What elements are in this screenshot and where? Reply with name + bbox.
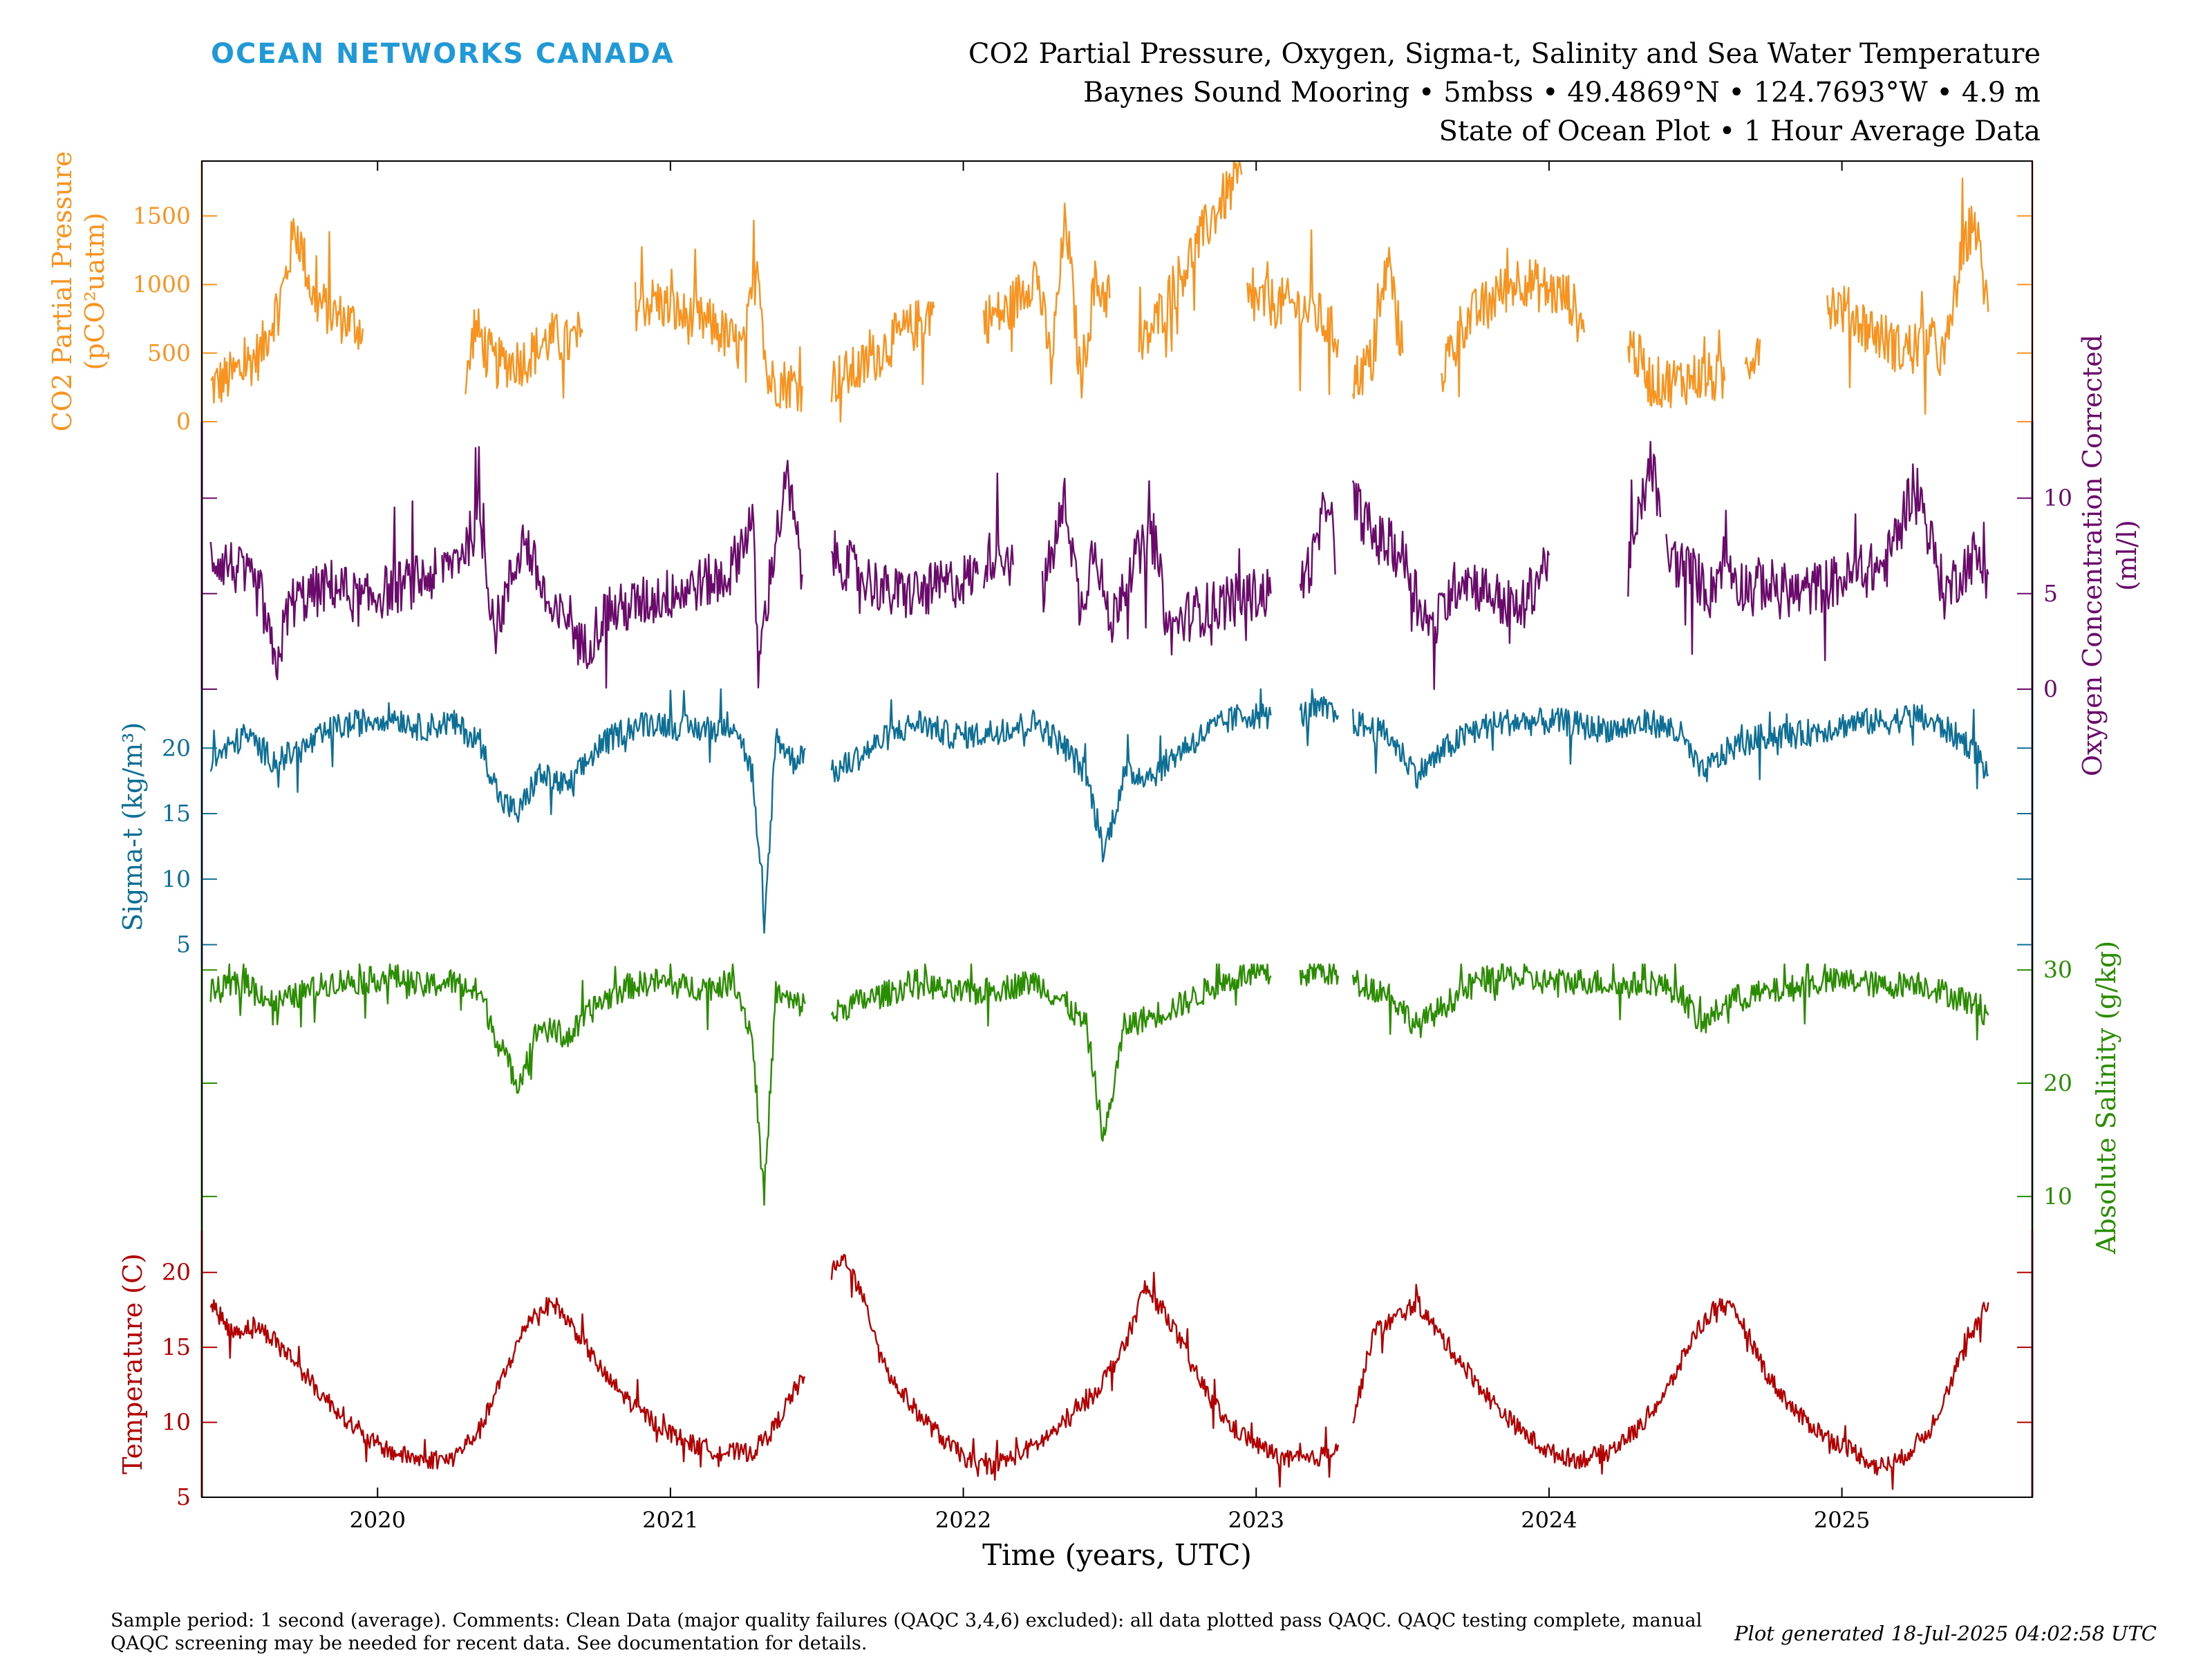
salinity-tick-label: 30 [2043, 956, 2072, 983]
footer-comment-line1: Sample period: 1 second (average). Comme… [111, 1610, 1702, 1631]
sigma-tick-label: 15 [162, 800, 191, 827]
oxygen-series-line [1041, 478, 1272, 656]
x-tick-label: 2024 [1521, 1507, 1577, 1533]
salinity-series-line [1351, 963, 1989, 1041]
co2-series-line [465, 308, 583, 399]
co2-series-line [634, 219, 803, 413]
co2-series-line [210, 218, 364, 404]
plot-generated-timestamp: Plot generated 18-Jul-2025 04:02:58 UTC [1734, 1622, 2157, 1645]
oxygen-axis-unit: (ml/l) [2112, 520, 2142, 591]
temperature-tick-label: 15 [162, 1333, 191, 1360]
co2-series-line [983, 203, 1111, 399]
temperature-series-line [830, 1253, 1340, 1488]
x-tick-label: 2020 [349, 1507, 405, 1533]
temperature-tick-label: 5 [176, 1483, 191, 1510]
temperature-axis-ticks: 5 10 15 20 [162, 1230, 2034, 1510]
salinity-series-line [830, 963, 1272, 1142]
sigma-t-axis-label: Sigma-t (kg/m³) [118, 722, 148, 931]
sigma-series-line [1351, 704, 1989, 789]
x-axis-label: Time (years, UTC) [982, 1538, 1252, 1572]
oxygen-series [209, 440, 1989, 691]
temperature-series-line [209, 1297, 805, 1470]
sigma-series-line [1299, 688, 1340, 747]
oxygen-series-line [1351, 480, 1550, 691]
oxygen-axis-ticks: 0 5 10 [200, 422, 2072, 702]
oxygen-tick-label: 10 [2043, 485, 2072, 512]
co2-series-line [830, 299, 935, 423]
temperature-series-line [1352, 1284, 1989, 1490]
temperature-panel: 5 10 15 20 Temperature (C) [118, 1230, 2034, 1510]
co2-tick-label: 1000 [133, 271, 191, 298]
salinity-axis-label: Absolute Salinity (g/kg) [2091, 941, 2121, 1255]
footer-comment-line2: QAQC screening may be needed for recent … [111, 1633, 867, 1654]
sigma-series-line [209, 688, 806, 934]
oxygen-tick-label: 5 [2043, 580, 2058, 607]
oxygen-axis-label: Oxygen Concentration Corrected [2077, 335, 2108, 776]
co2-series-line [1826, 177, 1989, 415]
salinity-series-line [1299, 963, 1340, 986]
temperature-tick-label: 10 [162, 1409, 191, 1436]
x-tick-label: 2023 [1228, 1507, 1284, 1533]
chart-title: CO2 Partial Pressure, Oxygen, Sigma-t, S… [968, 38, 2041, 70]
x-tick-label: 2022 [935, 1507, 991, 1533]
oxygen-series-line [1627, 440, 1662, 597]
salinity-panel: 10 20 30 Absolute Salinity (g/kg) [200, 941, 2121, 1255]
sigma-tick-label: 20 [162, 734, 191, 761]
oxygen-tick-label: 0 [2043, 675, 2058, 702]
sigma-t-series [209, 688, 1989, 934]
co2-tick-label: 0 [176, 408, 191, 435]
brand-logo-text: OCEAN NETWORKS CANADA [211, 38, 675, 70]
salinity-tick-label: 20 [2043, 1069, 2072, 1096]
co2-series-line [1351, 247, 1404, 400]
co2-series-line [1246, 229, 1340, 395]
oxygen-series-line [611, 460, 803, 688]
co2-axis-ticks: 0 500 1000 1500 [133, 161, 2034, 435]
co2-series-line [1627, 329, 1726, 409]
x-axis-ticks: 2020 2021 2022 2023 2024 2025 [349, 161, 1870, 1533]
salinity-tick-label: 10 [2043, 1183, 2072, 1210]
temperature-series [209, 1253, 1989, 1490]
co2-series [210, 160, 1989, 423]
oxygen-series-line [1665, 463, 1989, 662]
oxygen-series-line [830, 529, 979, 619]
x-tick-label: 2021 [642, 1507, 698, 1533]
co2-tick-label: 500 [147, 339, 191, 366]
x-tick-label: 2025 [1814, 1507, 1870, 1533]
co2-series-line [1138, 160, 1243, 360]
salinity-series-line [209, 963, 806, 1206]
sigma-series-line [830, 688, 1272, 863]
oxygen-series-line [983, 472, 1014, 589]
co2-tick-label: 1500 [133, 202, 191, 229]
sigma-tick-label: 5 [176, 931, 191, 958]
sigma-t-panel: 5 10 15 20 Sigma-t (kg/m³) [118, 688, 2034, 964]
co2-axis-unit: (pCO²uatm) [79, 213, 110, 371]
oxygen-series-line [1299, 491, 1336, 599]
sigma-tick-label: 10 [162, 865, 191, 892]
co2-panel: 0 500 1000 1500 CO2 Partial Pressure (pCO²u… [47, 151, 2034, 435]
plot-frame [201, 160, 2033, 1498]
temperature-tick-label: 20 [162, 1259, 191, 1286]
co2-series-line [1744, 337, 1761, 379]
chart-subtitle-type: State of Ocean Plot • 1 Hour Average Dat… [1438, 115, 2041, 147]
co2-axis-label: CO2 Partial Pressure [47, 151, 77, 432]
oxygen-series-line [441, 446, 613, 689]
oxygen-series-line [209, 500, 438, 681]
salinity-series [209, 963, 1989, 1206]
chart-subtitle-location: Baynes Sound Mooring • 5mbss • 49.4869°N… [1083, 77, 2041, 109]
co2-series-line [1440, 247, 1585, 397]
oxygen-panel: 0 5 10 Oxygen Concentration Corrected (ml/… [200, 335, 2142, 776]
temperature-axis-label: Temperature (C) [118, 1253, 148, 1474]
